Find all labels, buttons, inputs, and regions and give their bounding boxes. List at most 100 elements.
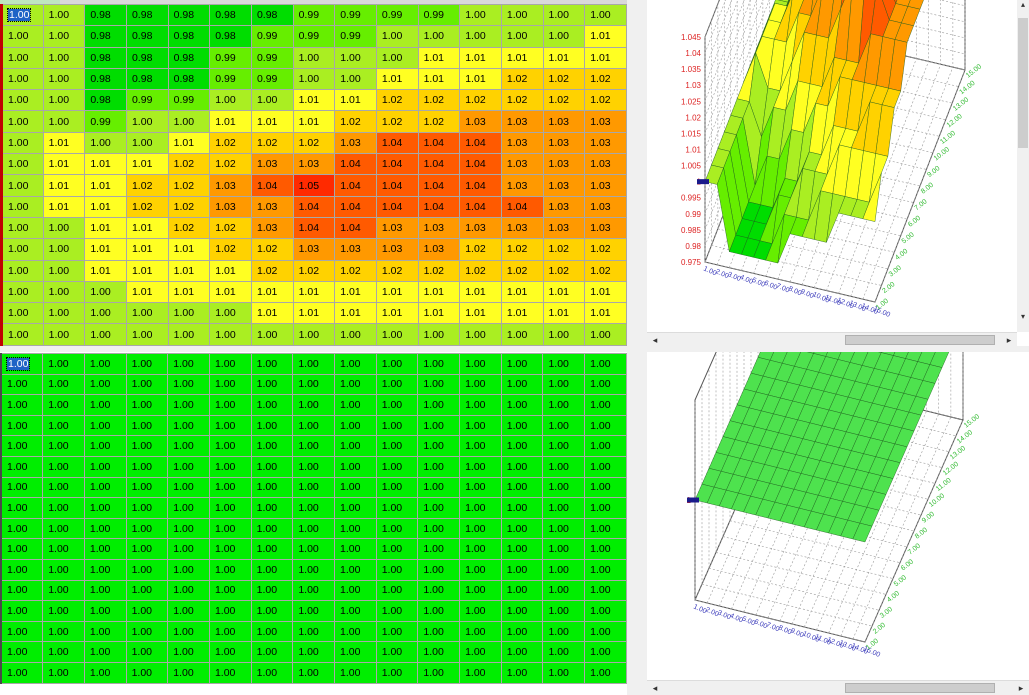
table-cell[interactable]: 1.02 [375,110,419,133]
table-cell[interactable]: 1.00 [417,538,461,560]
table-cell[interactable]: 1.05 [292,174,336,197]
table-cell[interactable]: 1.00 [292,394,335,416]
table-cell[interactable]: 1.02 [417,110,461,133]
table-cell[interactable]: 1.01 [542,302,586,325]
table-cell[interactable]: 1.00 [83,538,127,560]
table-cell[interactable]: 1.00 [42,538,85,560]
table-cell[interactable]: 1.00 [500,600,544,622]
table-cell[interactable]: 1.00 [500,497,544,519]
table-cell[interactable]: 1.00 [417,394,461,416]
table-cell[interactable]: 1.04 [292,195,336,218]
table-cell[interactable]: 1.00 [584,414,627,437]
table-cell[interactable]: 0.98 [209,25,252,48]
table-cell[interactable]: 1.00 [292,600,335,622]
table-cell[interactable]: 1.01 [250,302,294,325]
table-cell[interactable]: 1.00 [375,353,419,375]
table-cell[interactable]: 1.00 [42,110,86,133]
table-cell[interactable]: 1.00 [500,353,544,375]
table-cell[interactable]: 1.00 [417,558,461,581]
table-cell[interactable]: 1.00 [584,455,627,478]
table-cell[interactable]: 1.04 [334,216,377,240]
table-cell[interactable]: 1.00 [83,476,127,499]
table-cell[interactable]: 1.00 [0,517,44,540]
table-cell[interactable]: 1.02 [459,89,502,112]
table-cell[interactable]: 1.02 [584,89,627,112]
table-cell[interactable]: 1.02 [542,89,586,112]
table-cell[interactable]: 1.00 [84,302,127,325]
table-cell[interactable]: 1.02 [417,89,461,112]
table-cell[interactable]: 1.00 [375,373,419,396]
table-cell[interactable]: 1.00 [500,620,544,643]
table-cell[interactable]: 1.00 [292,538,335,560]
table-cell[interactable]: 0.98 [209,3,252,27]
table-cell[interactable]: 1.00 [334,323,377,346]
table-cell[interactable]: 1.04 [375,153,419,176]
table-cell[interactable]: 1.03 [584,174,627,197]
table-cell[interactable]: 1.02 [334,110,377,133]
table-cell[interactable]: 1.00 [125,579,169,602]
table-cell[interactable]: 1.00 [0,558,44,581]
table-cell[interactable]: 1.00 [542,517,586,540]
table-cell[interactable]: 1.00 [584,353,627,375]
table-cell[interactable]: 1.00 [0,259,44,282]
table-cell[interactable]: 1.00 [125,600,169,622]
table-cell[interactable]: 1.00 [584,620,627,643]
table-cell[interactable]: 1.02 [500,89,544,112]
table-cell[interactable]: 1.02 [125,174,169,197]
table-cell[interactable]: 1.00 [500,25,544,48]
scroll-thumb[interactable] [845,683,995,693]
table-cell[interactable]: 1.00 [167,435,210,457]
table-cell[interactable]: 1.00 [292,620,335,643]
table-cell[interactable]: 1.04 [459,195,502,218]
table-cell[interactable]: 1.00 [417,497,461,519]
table-cell[interactable]: 1.00 [209,89,252,112]
table-cell[interactable]: 1.01 [209,280,252,304]
table-cell[interactable]: 1.02 [250,259,294,282]
table-cell[interactable]: 1.00 [167,538,210,560]
table-cell[interactable]: 1.00 [0,174,44,197]
table-cell[interactable]: 1.00 [375,394,419,416]
table-cell[interactable]: 1.03 [292,153,336,176]
table-cell[interactable]: 1.00 [292,641,335,663]
table-cell[interactable]: 1.00 [292,67,336,91]
table-cell[interactable]: 1.00 [250,373,294,396]
table-cell[interactable]: 1.00 [292,373,335,396]
table-cell[interactable]: 1.00 [125,435,169,457]
table-cell[interactable]: 1.02 [125,195,169,218]
table-cell[interactable]: 1.00 [292,414,335,437]
table-cell[interactable]: 1.00 [542,538,586,560]
table-cell[interactable]: 1.00 [375,455,419,478]
table-cell[interactable]: 1.00 [292,558,335,581]
table-cell[interactable]: 1.00 [42,46,86,69]
table-cell[interactable]: 0.98 [84,25,127,48]
table-cell[interactable]: 1.00 [375,641,419,663]
scroll-thumb[interactable] [1018,18,1028,148]
table-cell[interactable]: 1.01 [375,67,419,91]
table-cell[interactable]: 1.00 [125,302,169,325]
table-cell[interactable]: 1.03 [334,238,377,261]
table-cell[interactable]: 1.01 [500,302,544,325]
table-cell[interactable]: 1.00 [500,3,544,27]
table-cell[interactable]: 1.00 [0,600,44,622]
table-cell[interactable]: 1.00 [0,153,44,176]
table-cell[interactable]: 1.03 [334,131,377,155]
table-cell[interactable]: 1.00 [0,89,44,112]
scroll-down-icon[interactable]: ▾ [1020,312,1025,321]
table-cell[interactable]: 1.02 [334,259,377,282]
table-cell[interactable]: 1.00 [417,661,461,684]
table-cell[interactable]: 0.98 [125,46,169,69]
table-cell[interactable]: 1.00 [334,414,377,437]
table-cell[interactable]: 1.00 [167,394,210,416]
table-cell[interactable]: 1.00 [250,476,294,499]
table-cell[interactable]: 1.00 [208,435,252,457]
table-cell[interactable]: 1.00 [250,579,294,602]
table-cell[interactable]: 1.01 [84,174,127,197]
table-cell[interactable]: 0.98 [84,67,127,91]
table-cell[interactable]: 1.00 [584,476,627,499]
table-cell[interactable]: 1.03 [250,195,294,218]
table-cell[interactable]: 0.99 [292,25,336,48]
table-cell[interactable]: 1.03 [584,153,627,176]
table-cell[interactable]: 1.03 [417,216,461,240]
table-cell[interactable]: 1.01 [125,216,169,240]
table-cell[interactable]: 1.00 [334,538,377,560]
